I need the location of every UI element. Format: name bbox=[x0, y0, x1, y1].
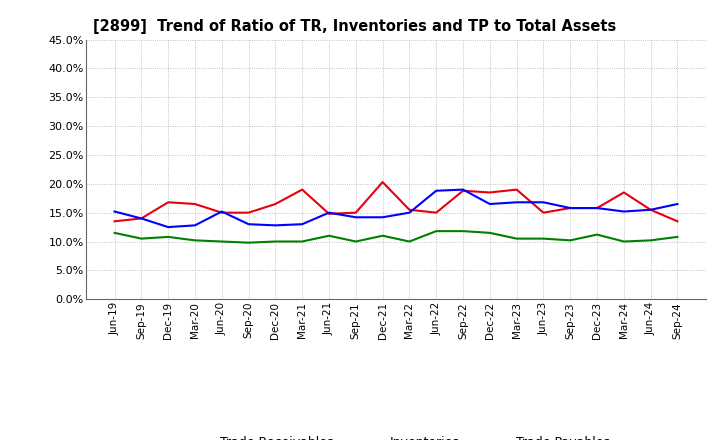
Inventories bbox=[110, 209, 119, 214]
Trade Payables bbox=[298, 239, 307, 244]
Trade Receivables bbox=[459, 188, 467, 194]
Trade Receivables bbox=[164, 200, 173, 205]
Inventories bbox=[593, 205, 601, 211]
Inventories bbox=[539, 200, 548, 205]
Line: Inventories: Inventories bbox=[114, 190, 678, 227]
Trade Receivables bbox=[271, 202, 279, 207]
Trade Payables bbox=[217, 239, 226, 244]
Trade Receivables bbox=[539, 210, 548, 215]
Inventories bbox=[191, 223, 199, 228]
Trade Payables bbox=[619, 239, 628, 244]
Trade Payables bbox=[485, 230, 494, 235]
Trade Payables bbox=[164, 234, 173, 239]
Legend: Trade Receivables, Inventories, Trade Payables: Trade Receivables, Inventories, Trade Pa… bbox=[177, 431, 615, 440]
Line: Trade Receivables: Trade Receivables bbox=[114, 182, 678, 221]
Trade Receivables bbox=[513, 187, 521, 192]
Trade Payables bbox=[110, 230, 119, 235]
Trade Payables bbox=[271, 239, 279, 244]
Trade Payables bbox=[405, 239, 414, 244]
Trade Receivables bbox=[244, 210, 253, 215]
Trade Payables bbox=[647, 238, 655, 243]
Inventories bbox=[673, 202, 682, 207]
Inventories bbox=[271, 223, 279, 228]
Trade Receivables bbox=[351, 210, 360, 215]
Trade Payables bbox=[673, 234, 682, 239]
Trade Receivables bbox=[566, 205, 575, 211]
Inventories bbox=[647, 207, 655, 213]
Inventories bbox=[432, 188, 441, 194]
Inventories bbox=[459, 187, 467, 192]
Trade Receivables bbox=[191, 202, 199, 207]
Trade Payables bbox=[244, 240, 253, 246]
Trade Payables bbox=[566, 238, 575, 243]
Trade Payables bbox=[593, 232, 601, 237]
Trade Payables bbox=[513, 236, 521, 241]
Inventories bbox=[566, 205, 575, 211]
Trade Payables bbox=[325, 233, 333, 238]
Trade Payables bbox=[351, 239, 360, 244]
Trade Payables bbox=[432, 228, 441, 234]
Inventories bbox=[378, 215, 387, 220]
Text: [2899]  Trend of Ratio of TR, Inventories and TP to Total Assets: [2899] Trend of Ratio of TR, Inventories… bbox=[93, 19, 616, 34]
Inventories bbox=[325, 210, 333, 215]
Inventories bbox=[405, 210, 414, 215]
Trade Receivables bbox=[325, 211, 333, 216]
Trade Payables bbox=[378, 233, 387, 238]
Trade Receivables bbox=[485, 190, 494, 195]
Trade Receivables bbox=[619, 190, 628, 195]
Trade Payables bbox=[459, 228, 467, 234]
Trade Receivables bbox=[217, 210, 226, 215]
Inventories bbox=[485, 202, 494, 207]
Trade Receivables bbox=[110, 219, 119, 224]
Trade Receivables bbox=[298, 187, 307, 192]
Trade Receivables bbox=[432, 210, 441, 215]
Trade Receivables bbox=[673, 219, 682, 224]
Inventories bbox=[351, 215, 360, 220]
Trade Receivables bbox=[593, 205, 601, 211]
Trade Payables bbox=[191, 238, 199, 243]
Trade Receivables bbox=[378, 180, 387, 185]
Inventories bbox=[513, 200, 521, 205]
Trade Payables bbox=[137, 236, 145, 241]
Inventories bbox=[244, 222, 253, 227]
Trade Receivables bbox=[137, 216, 145, 221]
Inventories bbox=[217, 209, 226, 214]
Trade Receivables bbox=[647, 207, 655, 213]
Inventories bbox=[619, 209, 628, 214]
Line: Trade Payables: Trade Payables bbox=[114, 231, 678, 243]
Trade Payables bbox=[539, 236, 548, 241]
Inventories bbox=[298, 222, 307, 227]
Inventories bbox=[137, 216, 145, 221]
Trade Receivables bbox=[405, 207, 414, 213]
Inventories bbox=[164, 224, 173, 230]
